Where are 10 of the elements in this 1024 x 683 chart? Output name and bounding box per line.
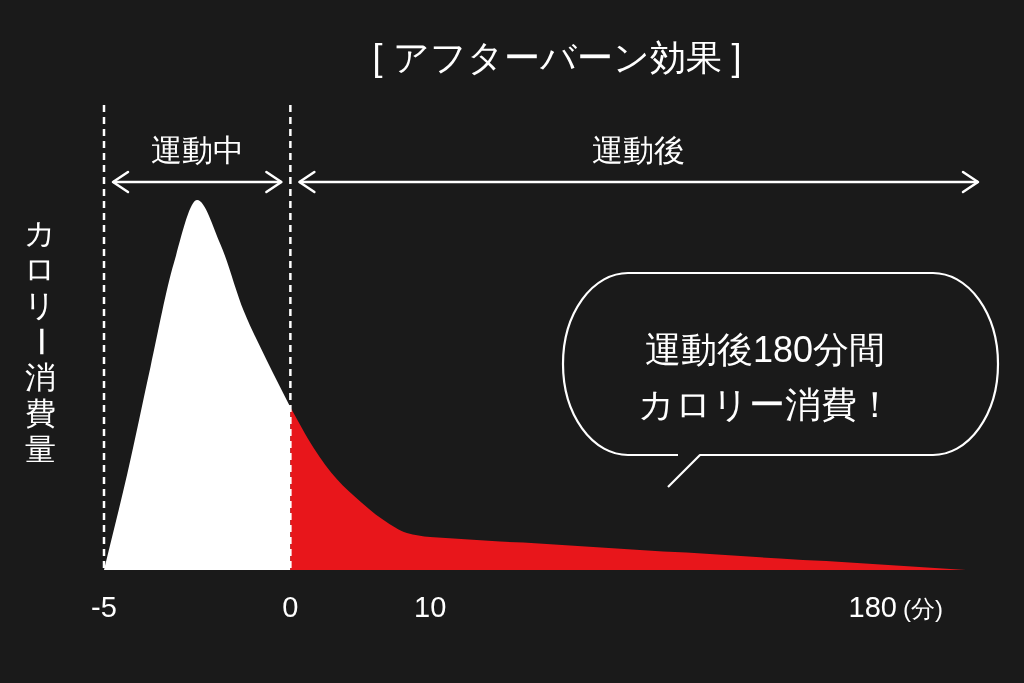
annotation: 運動後180分間カロリー消費！ <box>637 329 893 425</box>
xlabel: (分) <box>903 594 943 622</box>
x-tick-label: 0 <box>282 591 299 623</box>
annotation: 運動後 <box>592 132 686 168</box>
x-tick-label: -5 <box>91 591 117 623</box>
x-tick-label: 180 <box>848 591 897 623</box>
x-tick-label: 10 <box>414 591 447 623</box>
ylabel: カロリー消費量 <box>22 215 58 467</box>
annotation: 運動中 <box>150 132 244 168</box>
title: [ アフターバーン効果 ] <box>372 36 742 78</box>
